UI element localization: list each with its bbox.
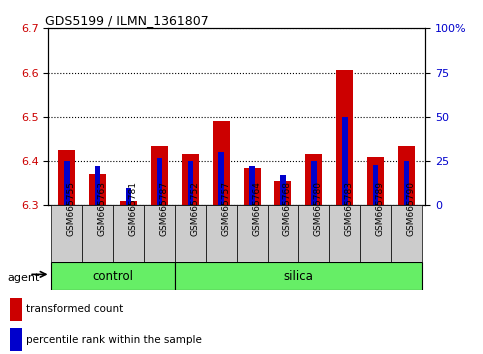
- Bar: [64, 161, 70, 205]
- Text: GSM665780: GSM665780: [314, 181, 323, 236]
- Bar: [151, 145, 168, 205]
- Bar: [398, 145, 415, 205]
- Bar: [213, 121, 230, 205]
- Bar: [329, 205, 360, 262]
- Bar: [373, 165, 378, 205]
- Text: percentile rank within the sample: percentile rank within the sample: [27, 335, 202, 344]
- Bar: [298, 205, 329, 262]
- Text: silica: silica: [284, 270, 313, 282]
- Text: GSM665752: GSM665752: [190, 181, 199, 236]
- Text: GSM665789: GSM665789: [376, 181, 384, 236]
- Text: agent: agent: [7, 273, 40, 283]
- Text: GSM665757: GSM665757: [221, 181, 230, 236]
- Text: GSM665787: GSM665787: [159, 181, 169, 236]
- Bar: [113, 205, 144, 262]
- Bar: [182, 154, 199, 205]
- Bar: [367, 157, 384, 205]
- Bar: [156, 158, 162, 205]
- Text: GSM665783: GSM665783: [345, 181, 354, 236]
- Bar: [342, 117, 348, 205]
- Bar: [10, 298, 22, 321]
- Bar: [360, 205, 391, 262]
- Bar: [274, 181, 291, 205]
- Text: GSM665763: GSM665763: [98, 181, 107, 236]
- Text: GSM665768: GSM665768: [283, 181, 292, 236]
- Bar: [82, 205, 113, 262]
- Bar: [89, 175, 106, 205]
- Text: control: control: [93, 270, 134, 282]
- Bar: [249, 166, 255, 205]
- Bar: [51, 262, 175, 290]
- Text: GSM665764: GSM665764: [252, 181, 261, 236]
- Bar: [268, 205, 298, 262]
- Text: GSM665790: GSM665790: [407, 181, 415, 236]
- Bar: [187, 161, 193, 205]
- Bar: [51, 205, 82, 262]
- Bar: [391, 205, 422, 262]
- Bar: [58, 150, 75, 205]
- Text: transformed count: transformed count: [27, 304, 124, 314]
- Text: GSM665781: GSM665781: [128, 181, 138, 236]
- Text: GSM665755: GSM665755: [67, 181, 76, 236]
- Bar: [336, 70, 353, 205]
- Bar: [243, 168, 261, 205]
- Bar: [404, 161, 409, 205]
- Bar: [218, 152, 224, 205]
- Bar: [237, 205, 268, 262]
- Bar: [311, 161, 317, 205]
- Bar: [126, 188, 131, 205]
- Bar: [175, 262, 422, 290]
- Bar: [144, 205, 175, 262]
- Bar: [10, 328, 22, 351]
- Text: GDS5199 / ILMN_1361807: GDS5199 / ILMN_1361807: [44, 14, 208, 27]
- Bar: [206, 205, 237, 262]
- Bar: [120, 201, 137, 205]
- Bar: [305, 154, 322, 205]
- Bar: [175, 205, 206, 262]
- Bar: [95, 166, 100, 205]
- Bar: [280, 175, 286, 205]
